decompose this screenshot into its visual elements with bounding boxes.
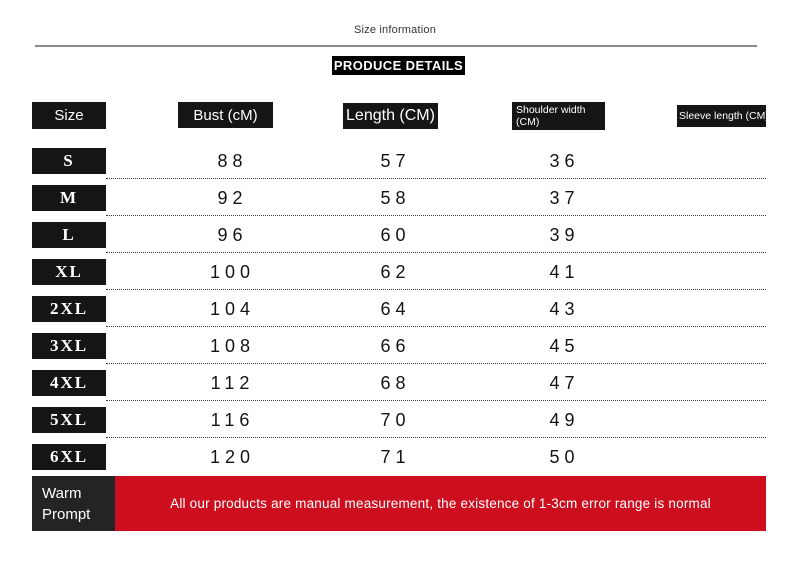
- shoulder-value: 47: [549, 373, 580, 393]
- shoulder-value: 45: [549, 336, 580, 356]
- row-separator: [106, 363, 766, 364]
- row-separator: [106, 289, 766, 290]
- bust-value: 92: [217, 188, 248, 208]
- sleeve-value: [668, 407, 766, 433]
- length-value: 58: [380, 188, 411, 208]
- length-value: 62: [380, 262, 411, 282]
- table-row: M 92 58 37: [0, 185, 790, 222]
- size-cell: 5XL: [32, 407, 106, 433]
- shoulder-value: 36: [549, 151, 580, 171]
- divider-line: [35, 45, 757, 47]
- produce-details-banner: PRODUCE DETAILS: [332, 56, 465, 75]
- table-row: 5XL 116 70 49: [0, 407, 790, 444]
- table-row: 3XL 108 66 45: [0, 333, 790, 370]
- column-header-sleeve-label: Sleeve length (CM): [679, 110, 766, 122]
- length-value: 71: [380, 447, 411, 467]
- size-cell: L: [32, 222, 106, 248]
- table-row: 4XL 112 68 47: [0, 370, 790, 407]
- table-row: 6XL 120 71 50: [0, 444, 790, 481]
- size-table: S 88 57 36 M 92 58 37 L 96 60 39 XL 100 …: [0, 148, 790, 481]
- shoulder-value: 41: [549, 262, 580, 282]
- table-row: S 88 57 36: [0, 148, 790, 185]
- warm-prompt-bar: Warm Prompt All our products are manual …: [32, 476, 766, 531]
- shoulder-value: 49: [549, 410, 580, 430]
- bust-value: 112: [210, 373, 255, 393]
- warm-prompt-message: All our products are manual measurement,…: [115, 476, 766, 531]
- shoulder-value: 43: [549, 299, 580, 319]
- length-value: 60: [380, 225, 411, 245]
- length-value: 64: [380, 299, 411, 319]
- length-value: 68: [380, 373, 411, 393]
- bust-value: 108: [209, 336, 256, 356]
- length-value: 57: [380, 151, 411, 171]
- row-separator: [106, 400, 766, 401]
- bust-value: 96: [217, 225, 248, 245]
- sleeve-value: [668, 333, 766, 359]
- warm-prompt-label: Warm Prompt: [32, 476, 115, 531]
- table-row: L 96 60 39: [0, 222, 790, 259]
- sleeve-value: [668, 259, 766, 285]
- sleeve-value: [668, 444, 766, 470]
- size-cell: 2XL: [32, 296, 106, 322]
- row-separator: [106, 252, 766, 253]
- length-value: 70: [380, 410, 411, 430]
- length-value: 66: [380, 336, 411, 356]
- size-cell: XL: [32, 259, 106, 285]
- column-header-bust: Bust (cM): [178, 102, 273, 128]
- size-cell: 6XL: [32, 444, 106, 470]
- bust-value: 120: [209, 447, 256, 467]
- row-separator: [106, 178, 766, 179]
- sleeve-value: [668, 185, 766, 211]
- shoulder-value: 39: [549, 225, 580, 245]
- column-header-shoulder-width: Shoulder width (CM): [512, 102, 605, 130]
- size-cell: S: [32, 148, 106, 174]
- table-row: XL 100 62 41: [0, 259, 790, 296]
- shoulder-value: 37: [549, 188, 580, 208]
- bust-value: 104: [209, 299, 256, 319]
- column-header-size: Size: [32, 102, 106, 129]
- column-header-sleeve-length: Sleeve length (CM): [677, 105, 766, 127]
- bust-value: 88: [217, 151, 248, 171]
- sleeve-value: [668, 296, 766, 322]
- size-cell: M: [32, 185, 106, 211]
- table-row: 2XL 104 64 43: [0, 296, 790, 333]
- row-separator: [106, 326, 766, 327]
- bust-value: 116: [210, 410, 255, 430]
- column-header-shoulder-line1: Shoulder width: [516, 104, 586, 116]
- column-header-shoulder-line2: (CM): [516, 116, 540, 128]
- row-separator: [106, 437, 766, 438]
- shoulder-value: 50: [549, 447, 580, 467]
- size-cell: 3XL: [32, 333, 106, 359]
- size-cell: 4XL: [32, 370, 106, 396]
- row-separator: [106, 215, 766, 216]
- sleeve-value: [668, 222, 766, 248]
- bust-value: 100: [209, 262, 256, 282]
- sleeve-value: [668, 148, 766, 174]
- page-title: Size information: [353, 24, 437, 36]
- sleeve-value: [668, 370, 766, 396]
- column-header-length: Length (CM): [343, 103, 438, 129]
